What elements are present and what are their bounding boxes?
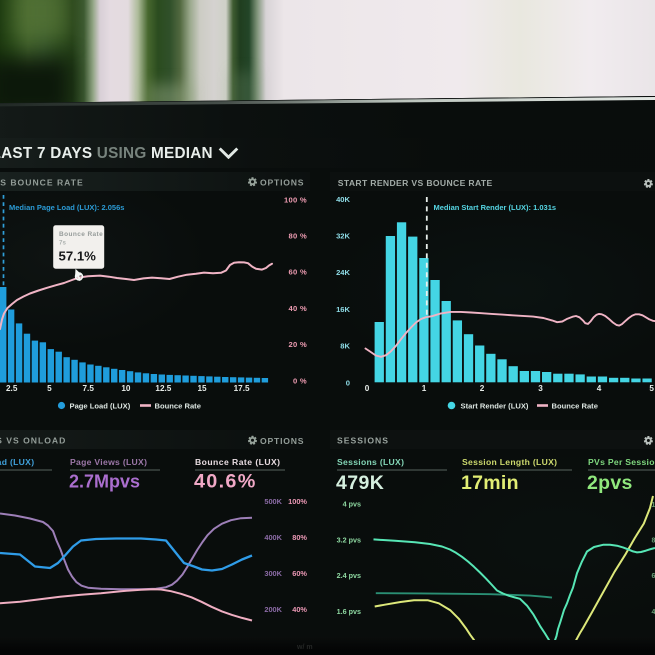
svg-text:400K: 400K	[264, 533, 282, 542]
svg-text:8: 8	[652, 538, 655, 545]
svg-text:17min: 17min	[461, 472, 519, 494]
svg-text:1: 1	[422, 384, 427, 393]
svg-text:4: 4	[597, 384, 602, 393]
svg-text:OPTIONS: OPTIONS	[260, 178, 304, 188]
svg-text:1: 1	[652, 502, 655, 509]
svg-text:SESSIONS: SESSIONS	[337, 436, 389, 446]
svg-text:4: 4	[652, 609, 655, 616]
svg-text:300K: 300K	[264, 569, 282, 578]
svg-text:Bounce Rate: Bounce Rate	[155, 402, 201, 411]
svg-text:20 %: 20 %	[288, 340, 307, 349]
svg-text:0 %: 0 %	[293, 376, 307, 385]
svg-text:VS BOUNCE RATE: VS BOUNCE RATE	[0, 178, 84, 188]
svg-text:3: 3	[538, 384, 543, 393]
svg-text:200K: 200K	[264, 605, 282, 614]
svg-text:Bounce Rate: Bounce Rate	[552, 402, 598, 411]
svg-text:PVs Per Session: PVs Per Session	[588, 457, 655, 467]
svg-text:17.5: 17.5	[234, 384, 250, 393]
svg-text:40%: 40%	[292, 605, 307, 614]
svg-text:57.1%: 57.1%	[59, 249, 97, 264]
svg-text:16K: 16K	[336, 305, 350, 314]
svg-text:7.5: 7.5	[83, 384, 95, 393]
svg-text:80 %: 80 %	[288, 232, 307, 241]
svg-text:100%: 100%	[288, 497, 307, 506]
svg-text:2pvs: 2pvs	[587, 472, 633, 494]
svg-text:8K: 8K	[340, 342, 350, 351]
svg-text:1.6 pvs: 1.6 pvs	[337, 607, 361, 616]
svg-text:WS VS ONLOAD: WS VS ONLOAD	[0, 436, 66, 446]
svg-text:60 %: 60 %	[288, 268, 307, 277]
svg-text:Session Length (LUX): Session Length (LUX)	[462, 457, 557, 467]
svg-text:Start Render (LUX): Start Render (LUX)	[461, 402, 529, 411]
svg-text:4 pvs: 4 pvs	[343, 500, 361, 509]
svg-text:10: 10	[121, 384, 131, 393]
svg-text:Bounce Rate: Bounce Rate	[59, 231, 103, 238]
svg-text:Page Load (LUX): Page Load (LUX)	[70, 402, 131, 411]
svg-text:2.5: 2.5	[6, 384, 18, 393]
svg-text:40 %: 40 %	[288, 304, 307, 313]
svg-text:15: 15	[197, 384, 207, 393]
svg-text:START RENDER VS BOUNCE RATE: START RENDER VS BOUNCE RATE	[338, 178, 493, 188]
svg-text:OnLoad (LUX): OnLoad (LUX)	[0, 457, 34, 467]
svg-text:40K: 40K	[336, 195, 350, 204]
svg-text:0: 0	[346, 378, 350, 387]
svg-text:Page Views (LUX): Page Views (LUX)	[70, 457, 147, 467]
svg-text:7s: 7s	[59, 239, 66, 246]
svg-text:40.6%: 40.6%	[194, 471, 257, 493]
svg-text:2.7Mpvs: 2.7Mpvs	[69, 472, 140, 492]
svg-text:2: 2	[480, 384, 485, 393]
svg-text:32K: 32K	[336, 232, 350, 241]
svg-text:OPTIONS: OPTIONS	[260, 436, 304, 446]
svg-text:2.4 pvs: 2.4 pvs	[337, 571, 361, 580]
svg-text:80%: 80%	[292, 533, 307, 542]
svg-text:12.5: 12.5	[155, 384, 171, 393]
svg-text:60%: 60%	[292, 569, 307, 578]
svg-text:500K: 500K	[264, 497, 282, 506]
svg-text:Median Start Render (LUX): 1.0: Median Start Render (LUX): 1.031s	[434, 203, 557, 212]
svg-text:Sessions (LUX): Sessions (LUX)	[337, 457, 404, 467]
svg-text:479K: 479K	[336, 472, 384, 494]
svg-text:0: 0	[365, 384, 370, 393]
svg-text:100 %: 100 %	[284, 195, 307, 204]
svg-text:5: 5	[649, 384, 654, 393]
svg-text:Bounce Rate (LUX): Bounce Rate (LUX)	[195, 457, 280, 467]
svg-text:6: 6	[652, 573, 655, 580]
svg-text:24K: 24K	[336, 268, 350, 277]
svg-text:3.2 pvs: 3.2 pvs	[337, 535, 361, 544]
svg-text:Median Page Load (LUX): 2.056s: Median Page Load (LUX): 2.056s	[9, 203, 124, 212]
svg-text:5: 5	[47, 384, 52, 393]
